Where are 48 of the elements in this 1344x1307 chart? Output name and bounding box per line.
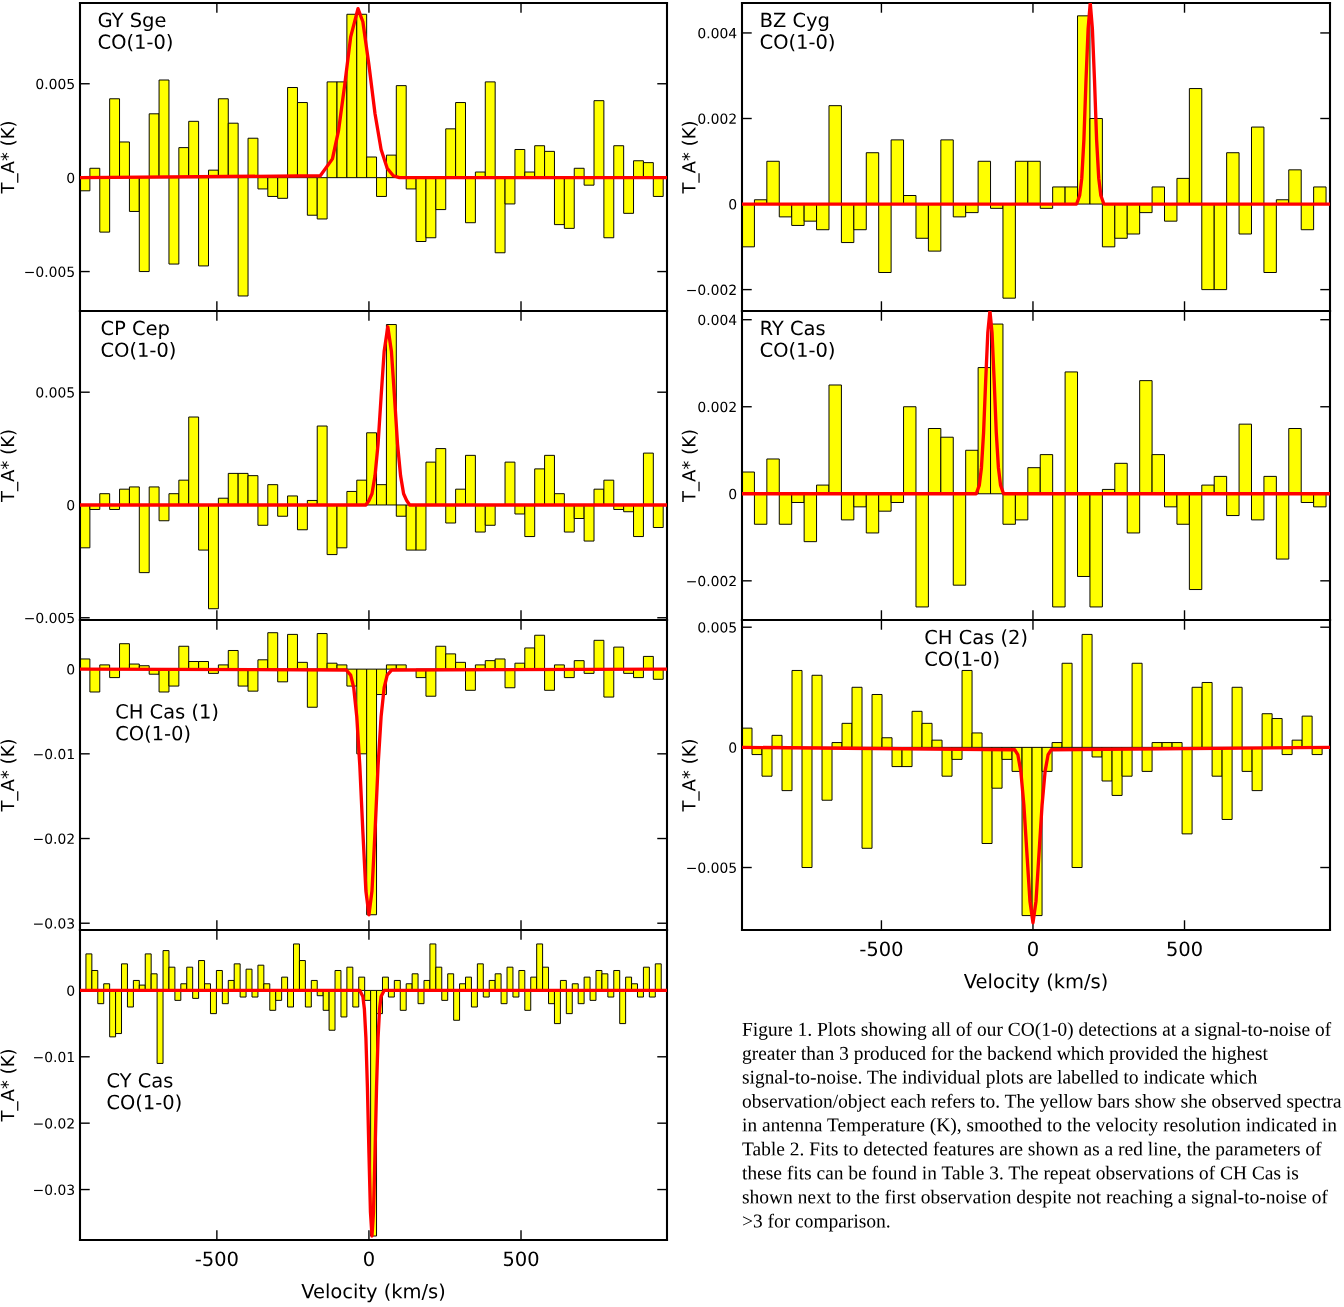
y-tick-label: −0.02 xyxy=(34,833,74,844)
x-axis-title: Velocity (km/s) xyxy=(963,973,1107,993)
y-tick-label: −0.005 xyxy=(687,862,736,873)
y-axis-title: T_A* (K) xyxy=(681,122,700,194)
y-axis-title: T_A* (K) xyxy=(0,740,19,812)
y-axis-title: T_A* (K) xyxy=(0,1050,19,1122)
annotation: CH Cas (1) CO(1-0) xyxy=(116,703,218,743)
y-tick-label: −0.03 xyxy=(34,1184,75,1196)
y-axis-title: T_A* (K) xyxy=(0,430,19,503)
y-tick-label: 0.005 xyxy=(36,78,74,90)
y-tick-label: 0 xyxy=(729,742,737,753)
x-tick-label: 0 xyxy=(364,1251,374,1267)
y-tick-label: −0.01 xyxy=(34,748,74,760)
y-tick-label: 0 xyxy=(67,664,75,675)
y-tick-label: 0 xyxy=(729,488,737,500)
x-tick-label: -500 xyxy=(195,1251,238,1267)
y-tick-label: −0.02 xyxy=(34,1118,74,1129)
y-axis-title: T_A* (K) xyxy=(0,122,19,194)
y-axis-title: T_A* (K) xyxy=(681,430,700,503)
y-tick-label: 0.005 xyxy=(698,622,736,633)
y-tick-label: 0 xyxy=(729,199,737,210)
annotation: CH Cas (2) CO(1-0) xyxy=(925,629,1027,669)
annotation: CY Cas CO(1-0) xyxy=(107,1072,181,1112)
x-tick-label: -500 xyxy=(860,941,903,957)
annotation: RY Cas CO(1-0) xyxy=(760,320,834,360)
x-tick-label: 500 xyxy=(1167,941,1202,957)
y-tick-label: 0 xyxy=(67,985,75,996)
y-tick-label: −0.01 xyxy=(34,1051,74,1063)
y-tick-label: 0.005 xyxy=(36,387,74,398)
y-tick-label: −0.002 xyxy=(687,284,736,296)
x-tick-label: 0 xyxy=(1028,941,1038,957)
x-tick-label: 500 xyxy=(503,1251,539,1267)
annotation: GY Sge CO(1-0) xyxy=(98,12,172,52)
annotation: BZ Cyg CO(1-0) xyxy=(760,12,834,52)
annotation: CP Cep CO(1-0) xyxy=(101,320,175,360)
y-tick-label: 0.004 xyxy=(698,314,737,326)
y-tick-label: −0.03 xyxy=(34,918,75,929)
y-tick-label: 0.002 xyxy=(698,401,736,413)
text: Figure 1. Plots showing all of our CO(1-0) detections at a signal-to-noise of greater than 3 produced for the backend which provided the highest signal-to-noise. The individual plots are labelled to indicate which observation/object each refers to. The yellow bars show she observed spectra in antenna Temperature (K), smoothed to the velocity resolution indicated in Table 2. Fits to detected features are shown as a red line, the parameters of these fits can be found in Table 3. The repeat observations of CH Cas is shown next to the first observation despite not reaching a signal-to-noise of >3 for comparison. xyxy=(742,1022,1342,1232)
y-tick-label: −0.002 xyxy=(687,575,736,587)
y-tick-label: −0.005 xyxy=(25,612,74,624)
y-axis-title: T_A* (K) xyxy=(681,740,700,812)
y-tick-label: 0 xyxy=(67,172,75,184)
y-tick-label: 0.004 xyxy=(698,27,737,39)
y-tick-label: 0 xyxy=(67,499,75,511)
y-tick-label: 0.002 xyxy=(698,113,736,124)
x-axis-title: Velocity (km/s) xyxy=(301,1283,445,1303)
y-tick-label: −0.005 xyxy=(25,266,74,278)
